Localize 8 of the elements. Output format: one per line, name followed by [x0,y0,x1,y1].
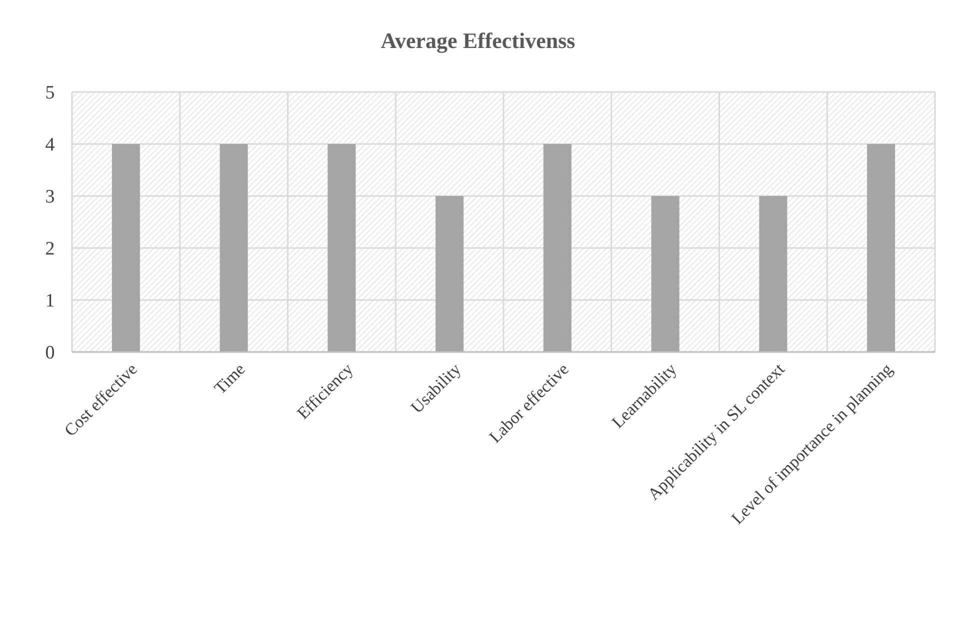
y-tick-label: 1 [45,290,55,312]
y-tick-label: 4 [45,134,56,156]
y-tick-label: 0 [45,342,55,364]
chart-title: Average Effectivenss [380,28,576,53]
y-tick-label: 5 [45,82,55,104]
y-tick-label: 3 [45,186,55,208]
x-tick-label: Time [210,360,249,398]
y-tick-label: 2 [45,238,55,260]
